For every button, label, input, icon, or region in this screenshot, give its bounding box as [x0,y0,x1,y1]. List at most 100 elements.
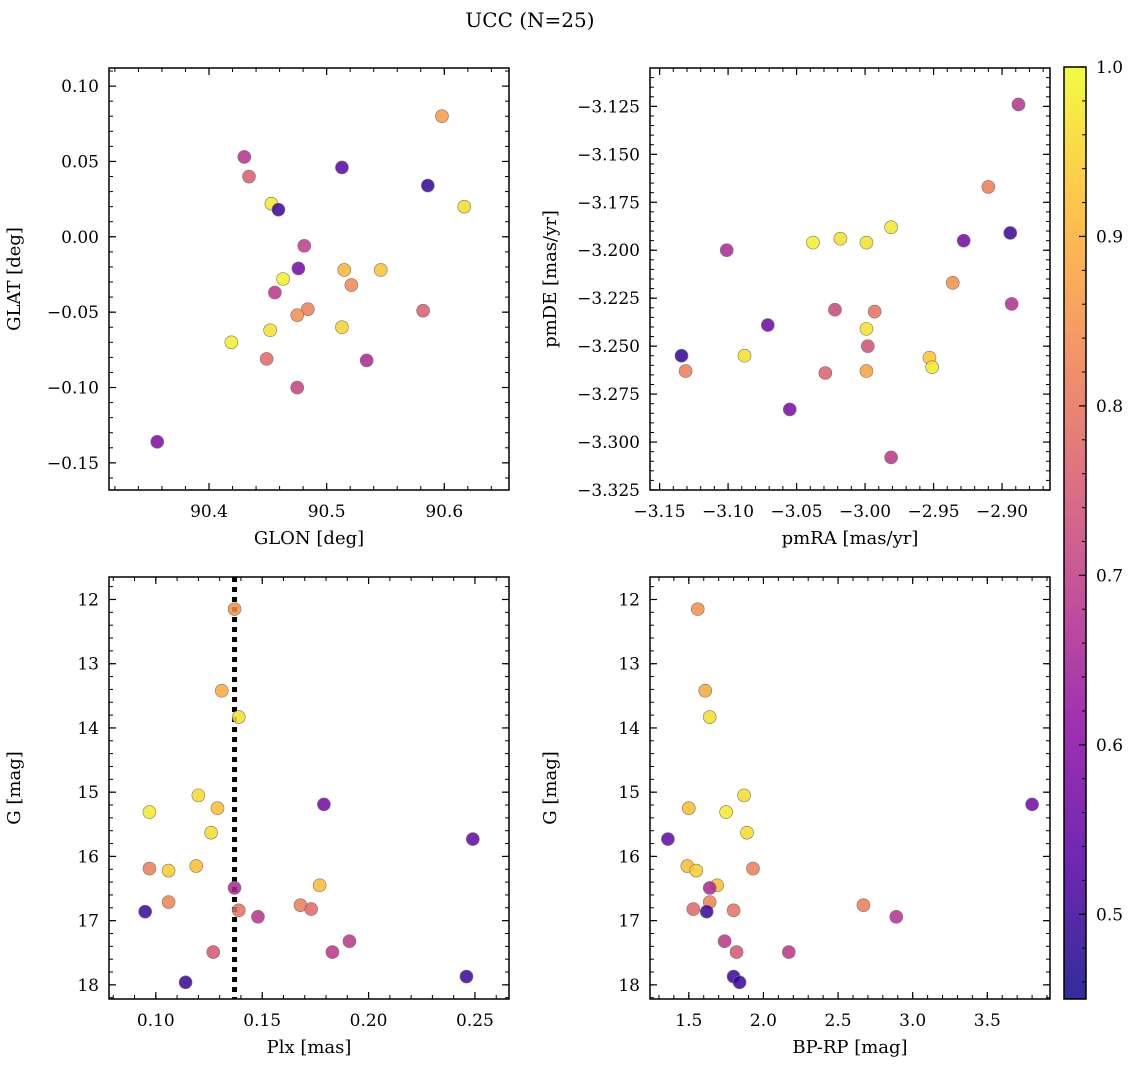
y-tick-label: −3.175 [577,193,640,213]
data-point [263,323,277,338]
panel-4: 1.5 2.0 2.5 3.0 3.5 12 13 14 15 16 17 18 BP-RP [mag]… [540,576,1051,1058]
data-point [435,109,449,124]
data-point [142,861,157,876]
y-tick-label: 15 [77,783,99,803]
data-point [782,945,796,959]
data-point [856,898,871,913]
data-point [335,160,349,175]
y-axis-label: G [mag] [4,751,25,824]
x-tick-label: 0.25 [456,1011,494,1031]
data-point [290,308,305,322]
data-point [466,832,480,846]
y-tick-label: 16 [618,847,640,867]
data-point [833,231,848,246]
data-point [678,364,693,378]
data-point [861,339,875,353]
data-point [689,863,704,878]
data-point [702,881,717,895]
data-point [291,261,306,276]
axes-frame [649,67,1051,491]
data-point [698,683,713,698]
y-tick-label: 15 [618,783,640,803]
data-point [737,788,751,803]
data-point [459,969,474,984]
data-point [729,945,744,959]
data-point [1004,297,1019,311]
y-tick-label: −0.10 [47,379,99,399]
data-point [268,285,282,300]
data-point [818,366,833,380]
data-point [746,861,760,876]
data-point [416,303,430,318]
data-point [142,805,157,819]
data-point [702,710,717,724]
x-tick-label: −3.15 [634,502,686,522]
data-point [682,801,696,816]
panel-2: −3.15 −3.10 −3.05 −3.00 −2.95 −2.90 −3.125 −3.1… [540,67,1051,549]
y-tick-label: −3.325 [577,481,640,501]
figure-title: UCC (N=25) [465,8,594,32]
data-point [956,233,971,248]
panels: 90.4 90.5 90.6 0.10 0.05 0.00 −0.05 −0.10 −0.15 G… [4,67,1051,1058]
data-point [251,909,265,924]
data-point [945,276,960,290]
axes-frame [108,576,510,1000]
x-tick-label: −3.10 [702,502,754,522]
y-tick-label: 13 [77,655,99,675]
y-tick-label: −3.300 [577,433,640,453]
data-point [342,934,357,948]
y-tick-label: 0.05 [61,152,99,172]
ticks [650,577,1050,999]
data-point [719,805,733,819]
data-point [227,881,242,895]
data-point [373,263,388,277]
data-point [782,402,797,417]
y-tick-label: −3.275 [577,385,640,405]
data-point [227,602,242,616]
data-point [138,904,152,919]
data-point [191,788,206,803]
y-tick-label: −3.250 [577,337,640,357]
y-axis-label: GLAT [deg] [4,227,25,331]
data-point [828,302,842,317]
data-point [271,202,286,217]
x-tick-label: 3.5 [974,1011,1001,1031]
x-tick-label: −2.95 [908,502,960,522]
colorbar-tick-label: 1.0 [1096,58,1123,78]
colorbar-fill [1064,67,1086,999]
data-point [884,220,898,235]
panel-3: 0.10 0.15 0.20 0.25 12 13 14 15 16 17 18 Plx [mas] G… [4,576,510,1058]
colorbar-tick-label: 0.5 [1096,905,1123,925]
colorbar-tick-label: 0.8 [1096,397,1123,417]
data-point [276,272,290,286]
data-point [1025,797,1039,812]
x-tick-label: 90.4 [190,502,228,522]
data-point [726,903,741,918]
y-tick-label: 18 [618,976,640,996]
y-tick-label: 14 [77,719,99,739]
data-point [344,278,359,292]
data-point [242,169,256,184]
data-point [359,353,374,368]
data-point [204,825,218,840]
x-tick-label: 0.10 [137,1011,175,1031]
y-tick-label: 13 [618,655,640,675]
data-point [981,180,996,194]
data-point [231,710,246,724]
y-tick-label: 0.00 [61,228,99,248]
x-tick-label: 1.5 [675,1011,702,1031]
data-point [719,243,734,258]
y-tick-label: 12 [77,590,99,610]
x-axis-label: pmRA [mas/yr] [782,528,919,549]
x-axis-label: BP-RP [mag] [792,1037,907,1058]
y-tick-label: −0.05 [47,303,99,323]
scatter-points [138,602,480,990]
data-point [312,878,327,893]
data-point [231,903,246,918]
data-point [859,235,874,250]
data-point [732,975,747,990]
data-point [317,797,331,812]
scatter-points [674,97,1026,465]
x-tick-label: −3.05 [771,502,823,522]
